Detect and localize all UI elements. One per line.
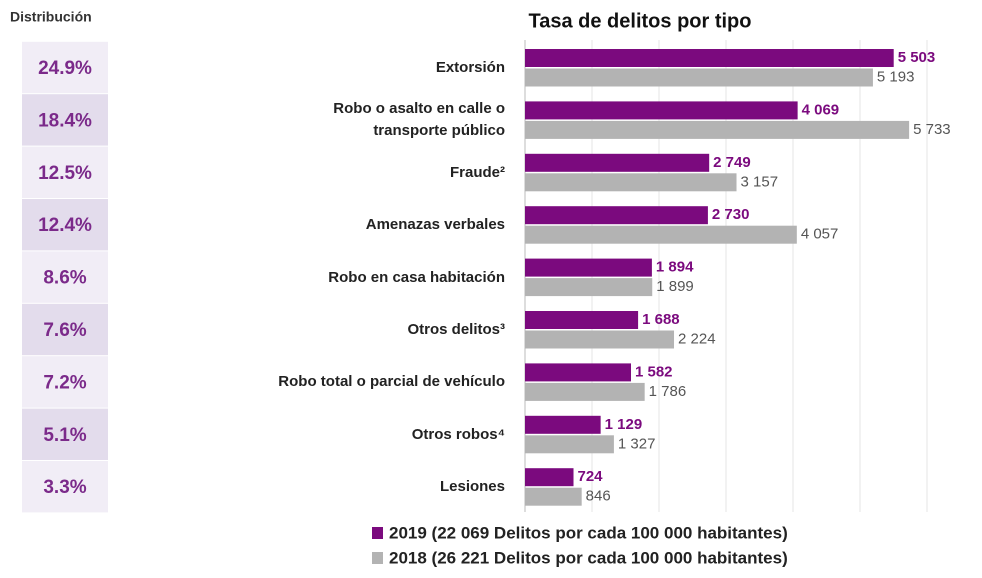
distribution-cell (22, 251, 108, 303)
category-label: Lesiones (439, 478, 505, 496)
distribution-cell (22, 408, 108, 460)
bar (525, 101, 798, 120)
value-label: 5 503 (898, 49, 936, 66)
distribution-cell (22, 146, 108, 198)
legend-label: 2019 (22 069 Delitos por cada 100 000 ha… (389, 523, 788, 542)
value-label: 2 730 (712, 206, 750, 223)
bar (525, 435, 614, 454)
value-label: 3 157 (741, 173, 779, 190)
category-label: Robo en casa habitación (328, 268, 505, 286)
category-label: Amenazas verbales (365, 216, 505, 234)
bar (525, 206, 708, 225)
value-label: 5 193 (877, 68, 915, 85)
value-label: 4 057 (801, 226, 839, 243)
value-label: 1 327 (618, 435, 656, 452)
bar (525, 415, 601, 434)
chart-title: Tasa de delitos por tipo (529, 10, 752, 32)
distribution-value: 24.9% (38, 58, 92, 79)
category-label: Robo total o parcial de vehículo (278, 373, 505, 391)
value-label: 5 733 (913, 121, 951, 138)
bar (525, 49, 894, 67)
value-label: 1 688 (642, 311, 680, 328)
category-label: Extorsión (435, 59, 505, 76)
value-label: 1 129 (605, 416, 643, 433)
distribution-cell (22, 199, 108, 251)
bar (525, 278, 653, 297)
distribution-cell (22, 461, 108, 513)
value-label: 1 894 (656, 259, 694, 276)
value-label: 1 786 (649, 383, 687, 400)
distribution-value: 12.5% (38, 163, 92, 184)
bar (525, 487, 582, 506)
bar (525, 311, 639, 329)
bar (525, 363, 631, 382)
distribution-value: 12.4% (38, 215, 92, 236)
value-label: 724 (578, 468, 604, 485)
value-label: 2 749 (713, 154, 751, 171)
value-label: 2 224 (678, 330, 716, 347)
bar (525, 330, 675, 349)
distribution-value: 5.1% (43, 425, 86, 446)
bar (525, 258, 652, 277)
distribution-cell (22, 41, 108, 94)
distribution-value: 7.6% (43, 320, 86, 341)
distribution-cell (22, 356, 108, 408)
bar (525, 225, 797, 244)
legend-label: 2018 (26 221 Delitos por cada 100 000 ha… (389, 548, 788, 567)
category-label: Robo o asalto en calle o transporte públ… (333, 100, 505, 140)
bar (525, 153, 710, 172)
distribution-title: Distribución (10, 9, 92, 25)
distribution-cell (22, 303, 108, 356)
value-label: 846 (586, 488, 611, 505)
distribution-value: 8.6% (43, 268, 86, 289)
legend-swatch (372, 552, 383, 564)
category-label: Fraude² (449, 163, 505, 181)
bar (525, 173, 737, 192)
value-label: 1 899 (656, 278, 694, 295)
bar (525, 68, 873, 87)
distribution-value: 18.4% (38, 110, 92, 131)
bar (525, 468, 574, 487)
category-label: Otros delitos³ (407, 321, 505, 338)
value-label: 1 582 (635, 363, 673, 380)
distribution-cell (22, 94, 108, 146)
distribution-value: 3.3% (43, 477, 86, 498)
legend-swatch (372, 527, 383, 539)
value-label: 4 069 (802, 101, 840, 118)
category-label: Otros robos⁴ (411, 425, 505, 443)
bar (525, 382, 645, 401)
distribution-value: 7.2% (43, 372, 86, 393)
bar (525, 120, 910, 139)
